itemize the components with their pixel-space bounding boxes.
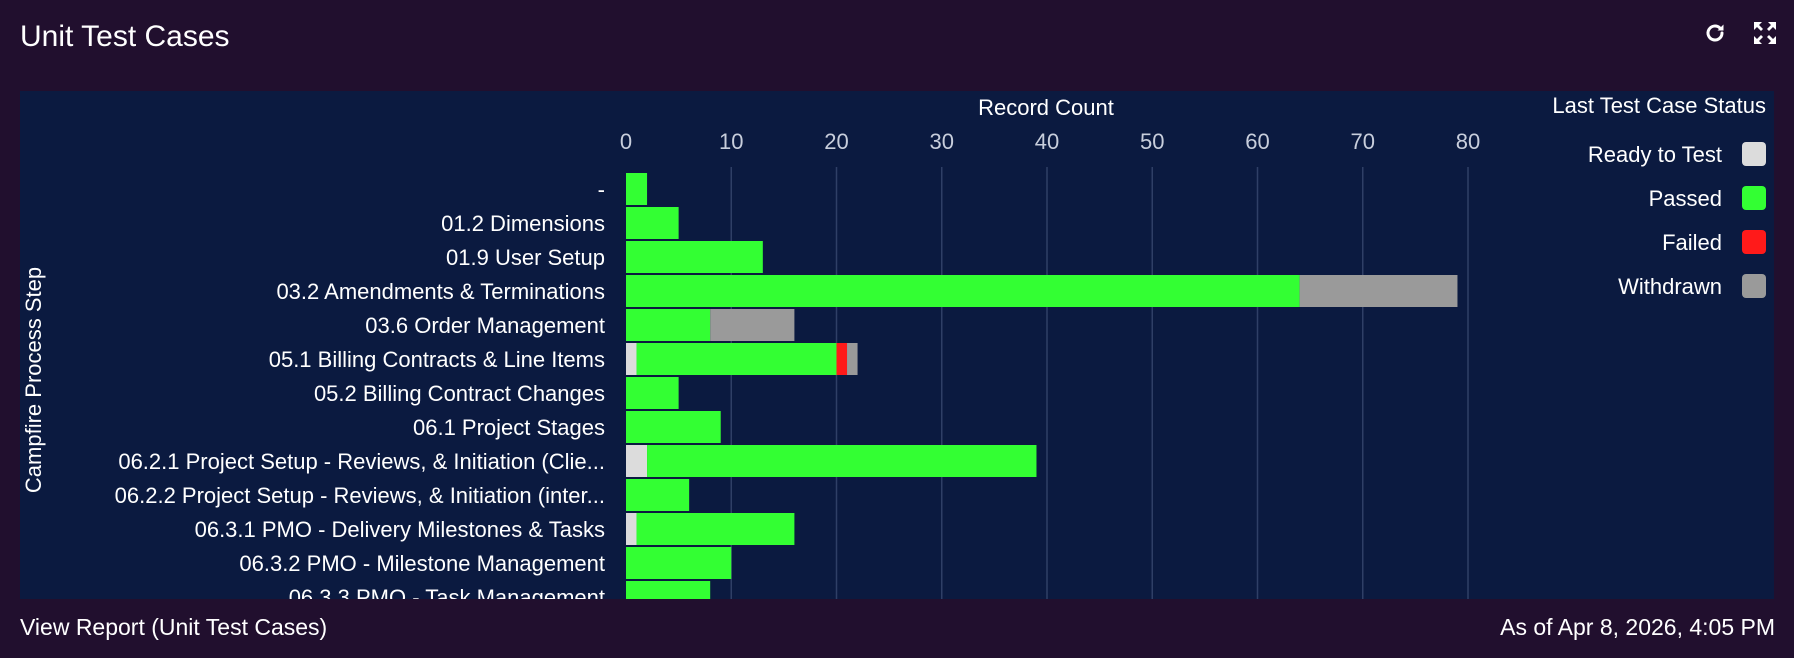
legend-label: Passed [1649, 186, 1722, 211]
bar-segment [647, 445, 1037, 477]
category-label: - [598, 177, 605, 202]
page-title: Unit Test Cases [20, 20, 230, 53]
x-tick-label: 20 [824, 129, 848, 154]
chart-panel: - 01.2 Dimensions 01.9 User Setup 03.2 Amen… [20, 91, 1774, 599]
bar-segment [626, 513, 637, 545]
refresh-button[interactable] [1698, 16, 1732, 50]
category-label: 03.2 Amendments & Terminations [276, 279, 605, 304]
x-tick-label: 50 [1140, 129, 1164, 154]
category-label: 06.2.2 Project Setup - Reviews, & Initia… [115, 483, 605, 508]
as-of-timestamp: As of Apr 8, 2026, 4:05 PM [1500, 614, 1775, 640]
x-tick-label: 60 [1245, 129, 1269, 154]
category-label: 01.2 Dimensions [441, 211, 605, 236]
x-tick-label: 30 [930, 129, 954, 154]
bar-segment [1299, 275, 1458, 307]
bar-segment [626, 411, 721, 443]
bar-segment [836, 343, 848, 375]
bar-segment [626, 343, 637, 375]
bar-segment [626, 275, 1300, 307]
bar-segment [626, 309, 711, 341]
category-label: 06.1 Project Stages [413, 415, 605, 440]
bar-segment [626, 207, 679, 239]
legend-swatch [1742, 186, 1766, 210]
category-label: 06.3.3 PMO - Task Management [289, 585, 605, 599]
x-tick-label: 70 [1351, 129, 1375, 154]
legend-label: Failed [1662, 230, 1722, 255]
bar-segment [626, 241, 763, 273]
x-axis-title: Record Count [978, 95, 1114, 120]
category-label: 03.6 Order Management [365, 313, 605, 338]
bar-segment [626, 581, 711, 599]
refresh-icon [1706, 24, 1724, 42]
view-report-link[interactable]: View Report (Unit Test Cases) [20, 614, 328, 640]
bar-segment [626, 445, 648, 477]
legend-swatch [1742, 142, 1766, 166]
bar-segment [636, 343, 837, 375]
category-label: 06.3.1 PMO - Delivery Milestones & Tasks [195, 517, 605, 542]
x-tick-label: 0 [620, 129, 632, 154]
legend-label: Withdrawn [1618, 274, 1722, 299]
category-label: 01.9 User Setup [446, 245, 605, 270]
legend-swatch [1742, 230, 1766, 254]
category-label: 06.3.2 PMO - Milestone Management [239, 551, 605, 576]
bar-segment [626, 547, 732, 579]
x-tick-label: 40 [1035, 129, 1059, 154]
legend-label: Ready to Test [1588, 142, 1722, 167]
bar-segment [710, 309, 795, 341]
x-tick-label: 80 [1456, 129, 1480, 154]
bar-segment [847, 343, 858, 375]
expand-icon [1754, 22, 1776, 44]
expand-button[interactable] [1748, 16, 1782, 50]
category-label: 06.2.1 Project Setup - Reviews, & Initia… [118, 449, 605, 474]
category-label: 05.1 Billing Contracts & Line Items [269, 347, 605, 372]
x-tick-label: 10 [719, 129, 743, 154]
y-axis-title: Campfire Process Step [21, 267, 46, 493]
legend-title: Last Test Case Status [1552, 93, 1766, 118]
bar-segment [636, 513, 795, 545]
category-label: 05.2 Billing Contract Changes [314, 381, 605, 406]
bar-segment [626, 377, 679, 409]
bar-segment [626, 173, 648, 205]
bar-segment [626, 479, 690, 511]
legend-swatch [1742, 274, 1766, 298]
bar-chart: - 01.2 Dimensions 01.9 User Setup 03.2 Amen… [21, 93, 1766, 599]
